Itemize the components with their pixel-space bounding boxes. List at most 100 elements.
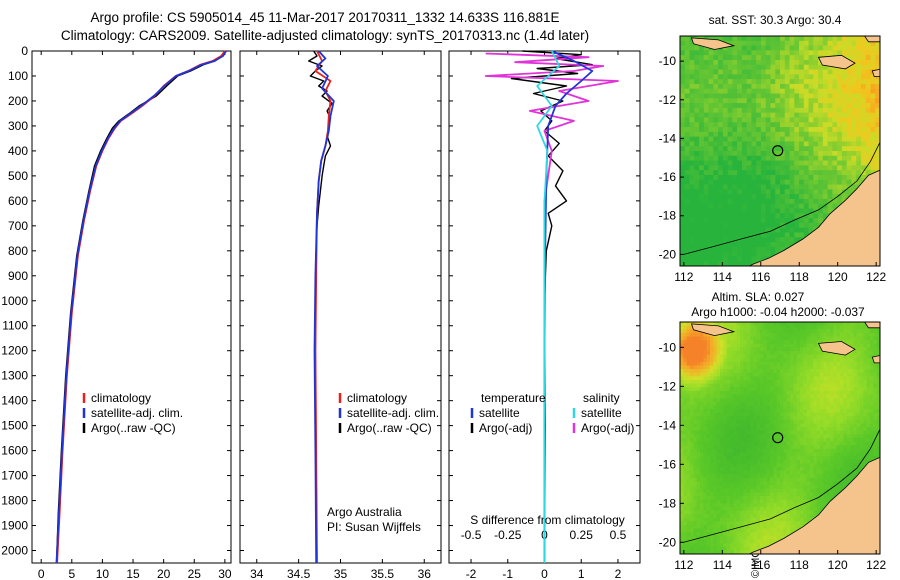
sla-map-cell	[746, 398, 751, 403]
sla-map-cell	[773, 354, 778, 359]
sst-map-cell	[827, 203, 833, 210]
sst-map-cell	[789, 45, 795, 51]
sla-map-cell	[766, 441, 771, 446]
sla-map-cell	[713, 416, 718, 421]
sla-map-cell	[806, 452, 811, 457]
sst-map-cell	[770, 45, 776, 51]
sst-map-cell	[689, 179, 695, 186]
sla-map-cell	[720, 434, 724, 439]
sla-map-cell	[876, 434, 880, 439]
sla-map-cell	[870, 383, 874, 388]
sla-map-cell	[836, 463, 841, 468]
sst-map-cell	[680, 122, 686, 128]
sla-map-cell	[806, 369, 811, 374]
sst-map-cell	[680, 246, 686, 253]
sst-map-cell	[756, 103, 762, 109]
sla-map-cell	[696, 416, 701, 421]
sla-map-cell	[753, 412, 758, 417]
sst-map-cell	[708, 251, 714, 258]
sla-map-cell	[723, 438, 728, 443]
sla-map-cell	[786, 380, 791, 385]
sla-map-cell	[713, 427, 718, 432]
sst-map-cell	[765, 93, 772, 99]
sla-map-cell	[803, 329, 808, 334]
sst-map-cell	[708, 50, 714, 56]
sst-map-cell	[737, 194, 743, 200]
sla-map-cell	[846, 336, 851, 341]
sst-map-cell	[827, 122, 833, 128]
sla-map-cell	[766, 369, 771, 374]
sla-map-cell	[776, 470, 781, 475]
sla-map-cell	[726, 423, 731, 428]
s-difference-tick-label: -0.5	[461, 528, 482, 542]
sst-map-cell	[784, 194, 791, 200]
sst-map-cell	[708, 261, 714, 266]
sst-map-cell	[851, 107, 857, 114]
sla-map-cell	[763, 325, 768, 330]
sla-map-cell	[716, 412, 721, 417]
sst-map-cell	[760, 251, 767, 258]
sst-map-cell	[718, 151, 724, 157]
sla-map-cell	[860, 405, 864, 410]
sla-map-cell	[723, 390, 728, 396]
sst-map-cell	[846, 189, 853, 195]
sst-map-cell	[737, 136, 743, 143]
sst-map-cell	[722, 160, 729, 166]
sla-map-cell	[730, 434, 734, 439]
sst-map-cell	[713, 203, 719, 210]
sla-map-cell	[750, 372, 754, 377]
sst-map-cell	[789, 174, 795, 181]
sst-map-cell	[794, 107, 800, 114]
sst-map-cell	[832, 83, 838, 90]
sla-map-cell	[710, 470, 714, 475]
sla-map-cell	[873, 434, 878, 439]
sla-map-cell	[766, 409, 771, 414]
sla-map-cell	[743, 405, 748, 410]
sla-map-cell	[740, 358, 744, 363]
sst-map-cell	[713, 74, 719, 80]
sla-map-cell	[836, 427, 841, 432]
sst-map-cell	[746, 122, 753, 128]
sla-map-cell	[770, 354, 774, 359]
sst-map-cell	[837, 131, 843, 138]
sst-map-cell	[875, 45, 880, 51]
sla-map-cell	[770, 322, 774, 327]
sst-map-cell	[808, 88, 814, 95]
sst-map-cell	[808, 131, 814, 138]
sla-map-cell	[710, 354, 714, 359]
sst-map-cell	[760, 136, 767, 143]
sla-map-cell	[863, 445, 868, 450]
sla-map-cell	[873, 332, 878, 338]
sst-map-cell	[770, 98, 776, 104]
sla-map-cell	[736, 438, 741, 443]
sst-map-cell	[684, 203, 691, 210]
sst-map-cell	[760, 112, 767, 119]
sla-map-cell	[746, 441, 751, 446]
sla-map-cell	[870, 430, 874, 435]
sst-map-cell	[737, 88, 743, 95]
temperature-xtick-label: 15	[126, 567, 140, 580]
sst-map-cell	[722, 155, 729, 162]
sst-map-cell	[718, 146, 724, 152]
sla-map-cell	[686, 376, 691, 381]
sla-map-cell	[806, 470, 811, 475]
sst-map-cell	[760, 165, 767, 171]
sst-map-cell	[718, 83, 724, 90]
sla-map-cell	[730, 336, 734, 341]
sst-map-cell	[784, 59, 791, 66]
sla-map-cell	[853, 427, 858, 432]
sst-map-cell	[694, 174, 700, 181]
sst-map-cell	[851, 165, 857, 171]
sst-map-cell	[746, 174, 753, 181]
sst-map-cell	[694, 165, 700, 171]
sla-map-cell	[866, 434, 871, 439]
sst-map-cell	[813, 194, 819, 200]
sla-map-cell	[680, 401, 684, 406]
sst-map-cell	[803, 136, 810, 143]
sst-map-cell	[722, 98, 729, 104]
sla-map-cell	[793, 365, 798, 370]
sla-map-cell	[763, 329, 768, 334]
sst-map-cell	[875, 64, 880, 71]
sst-map-cell	[770, 194, 776, 200]
